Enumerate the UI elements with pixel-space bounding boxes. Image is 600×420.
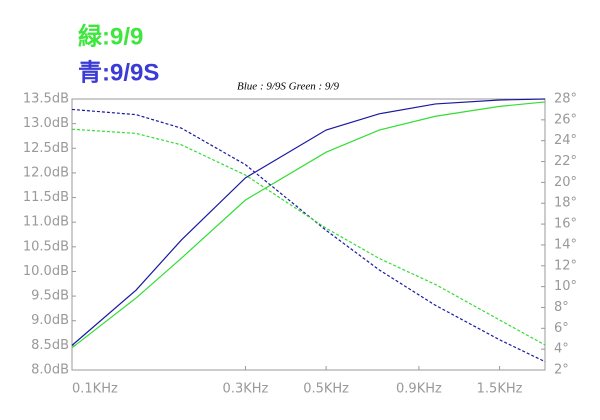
y2-tick-label: 20° bbox=[554, 175, 577, 190]
y2-tick-label: 28° bbox=[554, 92, 577, 107]
y2-tick-label: 18° bbox=[554, 196, 577, 211]
phase-line bbox=[71, 128, 546, 346]
y2-tick-label: 16° bbox=[554, 217, 577, 232]
legend-label: 緑:9/9 bbox=[78, 22, 143, 50]
y-tick-label: 11.0dB bbox=[23, 215, 69, 230]
y2-tick-label: 22° bbox=[554, 154, 577, 169]
y2-tick-label: 26° bbox=[554, 112, 577, 127]
x-tick-label: 0.9KHz bbox=[396, 382, 442, 397]
y2-tick-label: 6° bbox=[554, 321, 569, 336]
gain-line bbox=[71, 98, 546, 346]
gain-line bbox=[71, 101, 546, 349]
y2-tick-label: 2° bbox=[554, 363, 569, 378]
y-tick-label: 10.5dB bbox=[23, 239, 69, 254]
y-tick-label: 8.0dB bbox=[31, 363, 69, 378]
x-tick-label: 0.3KHz bbox=[223, 382, 269, 397]
y2-tick-label: 10° bbox=[554, 279, 577, 294]
y-tick-label: 11.5dB bbox=[23, 190, 69, 205]
y-tick-label: 13.5dB bbox=[23, 92, 69, 107]
x-tick-label: 1.5KHz bbox=[477, 382, 523, 397]
y-tick-label: 8.5dB bbox=[31, 338, 69, 353]
y-tick-label: 13.0dB bbox=[23, 116, 69, 131]
y-tick-label: 12.0dB bbox=[23, 165, 69, 180]
y2-tick-label: 8° bbox=[554, 300, 569, 315]
y-tick-label: 10.0dB bbox=[23, 264, 69, 279]
phase-line bbox=[71, 108, 546, 363]
chart-title: Blue : 9/9S Green : 9/9 bbox=[237, 81, 339, 93]
legend-label: 青:9/9S bbox=[78, 59, 159, 86]
plot-frame bbox=[71, 98, 546, 371]
x-tick-label: 0.1KHz bbox=[72, 382, 118, 397]
y2-tick-label: 14° bbox=[554, 237, 577, 252]
y2-tick-label: 12° bbox=[554, 258, 577, 273]
y2-tick-label: 4° bbox=[554, 342, 569, 357]
y-tick-label: 9.5dB bbox=[31, 289, 69, 304]
y-tick-label: 12.5dB bbox=[23, 141, 69, 156]
y2-tick-label: 24° bbox=[554, 133, 577, 148]
x-tick-label: 0.5KHz bbox=[303, 382, 349, 397]
y-tick-label: 9.0dB bbox=[31, 313, 69, 328]
